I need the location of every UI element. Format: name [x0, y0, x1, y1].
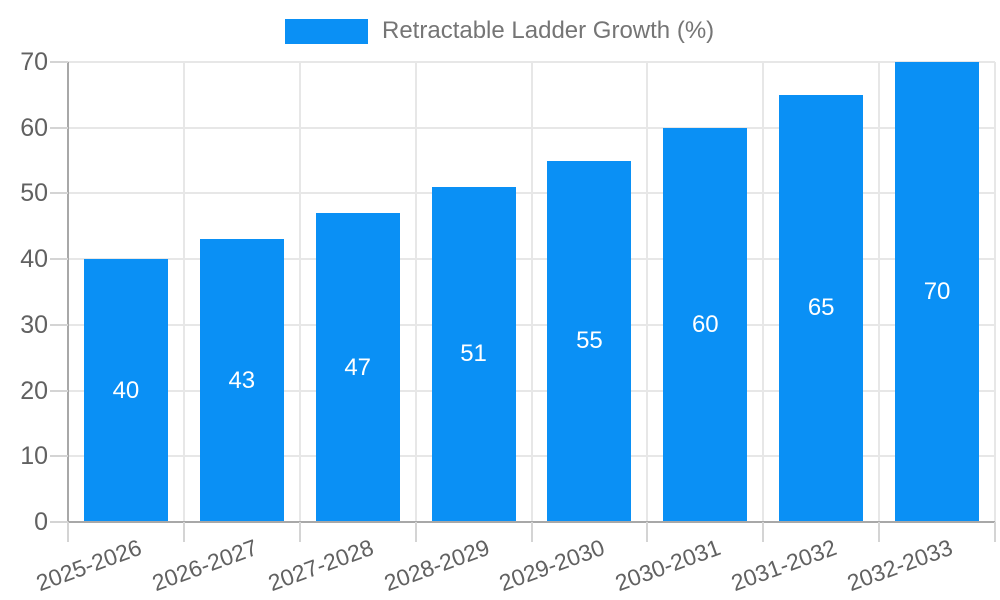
bar-value-label-2032-2033: 70: [923, 278, 951, 305]
legend-label: Retractable Ladder Growth (%): [382, 17, 715, 44]
y-tick-label-50: 50: [20, 179, 48, 208]
x-gridline-1: [182, 62, 185, 522]
x-gridline-2: [298, 62, 301, 522]
bar-2026-2027[interactable]: [199, 239, 284, 522]
y-tick-0: [50, 521, 68, 523]
x-tick-5: [646, 522, 649, 542]
legend-swatch: [285, 18, 368, 44]
x-gridline-6: [762, 62, 765, 522]
y-tick-20: [50, 389, 68, 392]
bar-2027-2028[interactable]: [315, 213, 400, 522]
bar-value-label-2026-2027: 43: [228, 366, 256, 394]
x-gridline-3: [414, 62, 417, 522]
x-gridline-8: [994, 62, 996, 522]
bar-2031-2032[interactable]: [779, 94, 864, 522]
y-tick-10: [50, 455, 68, 458]
x-gridline-7: [878, 62, 881, 522]
y-tick-label-30: 30: [20, 310, 48, 339]
bar-2028-2029[interactable]: [431, 186, 516, 522]
x-tick-2: [298, 522, 301, 542]
bar-value-label-2031-2032: 65: [807, 294, 835, 322]
y-tick-40: [50, 258, 68, 261]
y-tick-label-70: 70: [20, 48, 48, 76]
x-gridline-5: [646, 62, 649, 522]
y-tick-50: [50, 192, 68, 195]
x-tick-7: [878, 522, 881, 542]
bar-value-label-2029-2030: 55: [576, 327, 603, 355]
x-tick-6: [762, 522, 765, 542]
x-gridline-4: [530, 62, 533, 522]
y-tick-label-0: 0: [34, 508, 48, 536]
x-tick-3: [414, 522, 417, 542]
bar-2029-2030[interactable]: [547, 160, 632, 522]
y-tick-label-40: 40: [20, 245, 48, 274]
plot-area: 40 43 47 51 55 60 65 70: [68, 61, 996, 522]
y-tick-60: [50, 126, 68, 129]
y-tick-70: [50, 61, 68, 63]
y-axis-line: [67, 62, 69, 522]
x-tick-8: [994, 522, 996, 542]
bar-value-label-2027-2028: 47: [344, 353, 372, 381]
bar-2030-2031[interactable]: [663, 127, 748, 522]
x-tick-1: [182, 522, 185, 542]
bar-value-label-2028-2029: 51: [460, 340, 487, 368]
x-tick-0: [67, 522, 69, 542]
bar-2025-2026[interactable]: [83, 259, 168, 522]
x-tick-4: [530, 522, 533, 542]
bar-value-label-2030-2031: 60: [691, 310, 719, 338]
y-tick-label-20: 20: [20, 376, 48, 405]
y-tick-label-10: 10: [20, 442, 48, 471]
bar-2032-2033[interactable]: [895, 62, 980, 522]
y-tick-label-60: 60: [20, 113, 48, 142]
legend[interactable]: Retractable Ladder Growth (%): [285, 17, 714, 45]
y-tick-30: [50, 323, 68, 326]
bar-value-label-2025-2026: 40: [112, 376, 140, 404]
